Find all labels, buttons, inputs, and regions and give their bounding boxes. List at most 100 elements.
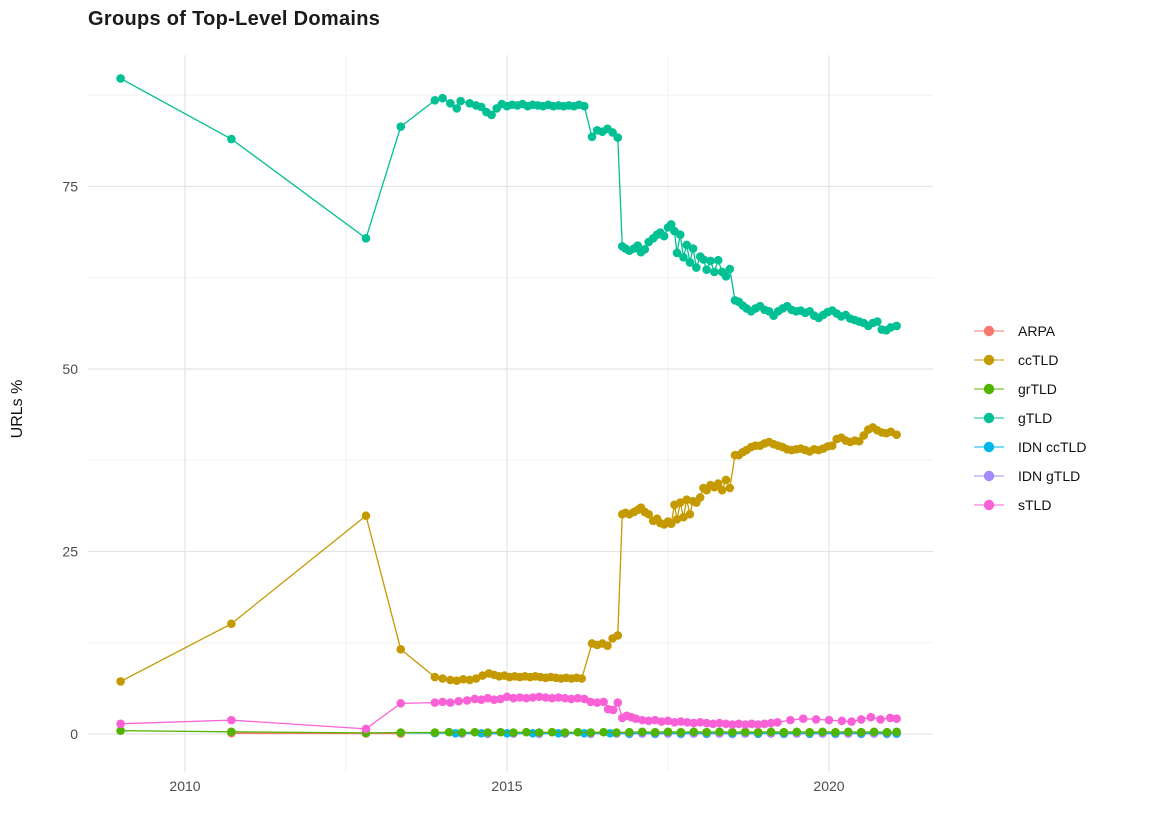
data-point-gtld <box>682 240 691 250</box>
data-point-stld <box>227 715 236 725</box>
data-point-gtld <box>699 255 708 264</box>
data-point-grtld <box>831 727 840 737</box>
data-point-cctld <box>577 674 587 683</box>
data-point-stld <box>361 724 371 734</box>
data-point-stld <box>676 717 686 726</box>
data-point-stld <box>586 697 596 707</box>
legend-label: gTLD <box>1018 410 1053 426</box>
legend-item-idn-cctld: IDN ccTLD <box>972 436 1086 458</box>
data-point-cctld <box>227 619 236 629</box>
data-point-stld <box>721 719 731 729</box>
data-point-cctld <box>695 493 705 502</box>
data-point-stld <box>599 697 608 707</box>
data-point-stld <box>567 694 576 704</box>
data-point-stld <box>866 712 876 722</box>
data-point-stld <box>396 699 406 708</box>
data-point-cctld <box>682 495 691 504</box>
data-point-stld <box>631 714 641 723</box>
legend-key-icon <box>974 441 1004 453</box>
data-point-grtld <box>457 728 467 737</box>
data-point-gtld <box>892 321 901 331</box>
data-point-stld <box>438 697 447 707</box>
data-point-stld <box>786 715 795 725</box>
x-tick-label: 2020 <box>813 778 844 794</box>
legend-label: ccTLD <box>1018 352 1059 368</box>
data-point-stld <box>489 695 499 704</box>
data-point-stld <box>683 718 692 727</box>
legend-item-arpa: ARPA <box>972 320 1086 342</box>
data-point-gtld <box>688 244 698 253</box>
data-point-gtld <box>706 256 715 266</box>
data-point-stld <box>702 718 711 728</box>
legend-key-icon <box>974 383 1004 395</box>
data-point-stld <box>446 698 455 707</box>
data-point-gtld <box>675 230 685 239</box>
data-point-grtld <box>396 728 406 737</box>
data-point-stld <box>728 720 737 729</box>
data-point-gtld <box>579 101 589 111</box>
data-point-cctld <box>854 436 864 446</box>
data-point-stld <box>470 694 480 704</box>
legend: ARPA ccTLD grTLD gTLD IDN ccTLD IDN gTLD sTLD <box>972 320 1086 516</box>
data-point-stld <box>476 695 486 704</box>
data-point-stld <box>747 719 757 729</box>
data-point-grtld <box>818 727 827 737</box>
data-point-cctld <box>458 674 468 684</box>
data-point-gtld <box>873 317 882 326</box>
data-point-grtld <box>534 728 544 737</box>
data-point-stld <box>509 693 518 703</box>
data-point-grtld <box>689 727 699 737</box>
data-point-gtld <box>679 253 688 262</box>
data-point-stld <box>573 693 583 703</box>
data-point-cctld <box>725 483 735 493</box>
data-point-grtld <box>728 727 737 737</box>
x-tick-label: 2010 <box>169 778 200 794</box>
legend-key-icon <box>974 470 1004 482</box>
data-point-stld <box>670 718 679 727</box>
data-point-idn-cctld <box>451 728 460 738</box>
data-point-grtld <box>805 727 814 737</box>
legend-label: grTLD <box>1018 381 1057 397</box>
data-point-stld <box>837 716 847 726</box>
data-point-gtld <box>725 264 735 274</box>
data-point-grtld <box>676 727 686 737</box>
data-point-stld <box>502 692 512 702</box>
data-point-gtld <box>438 93 447 103</box>
data-point-grtld <box>483 728 492 737</box>
data-point-stld <box>644 716 653 726</box>
data-point-cctld <box>603 641 612 650</box>
data-point-stld <box>740 720 750 729</box>
data-point-stld <box>876 715 885 724</box>
data-point-cctld <box>679 512 688 522</box>
data-point-cctld <box>116 677 125 686</box>
data-point-cctld <box>721 475 731 485</box>
data-point-stld <box>528 693 538 702</box>
legend-key-icon <box>974 412 1004 424</box>
data-point-grtld <box>509 728 518 737</box>
data-point-stld <box>483 693 492 703</box>
data-point-gtld <box>640 244 650 254</box>
data-point-cctld <box>827 441 837 450</box>
data-point-stld <box>554 693 563 702</box>
data-point-grtld <box>779 727 789 737</box>
data-point-grtld <box>650 727 660 737</box>
data-point-stld <box>760 719 769 729</box>
data-point-grtld <box>116 726 125 736</box>
data-point-grtld <box>625 727 634 737</box>
data-point-grtld <box>663 727 673 737</box>
data-point-stld <box>657 717 666 726</box>
data-point-stld <box>856 715 866 724</box>
legend-item-gtld: gTLD <box>972 407 1086 429</box>
legend-label: ARPA <box>1018 323 1056 339</box>
data-point-stld <box>613 698 623 707</box>
data-point-gtld <box>710 267 719 277</box>
data-point-cctld <box>675 498 685 507</box>
data-point-gtld <box>361 234 371 243</box>
legend-item-stld: sTLD <box>972 494 1086 516</box>
data-point-gtld <box>672 248 682 258</box>
data-point-stld <box>541 693 550 702</box>
legend-key-icon <box>974 325 1004 337</box>
data-point-stld <box>637 715 647 725</box>
data-point-gtld <box>721 271 731 281</box>
